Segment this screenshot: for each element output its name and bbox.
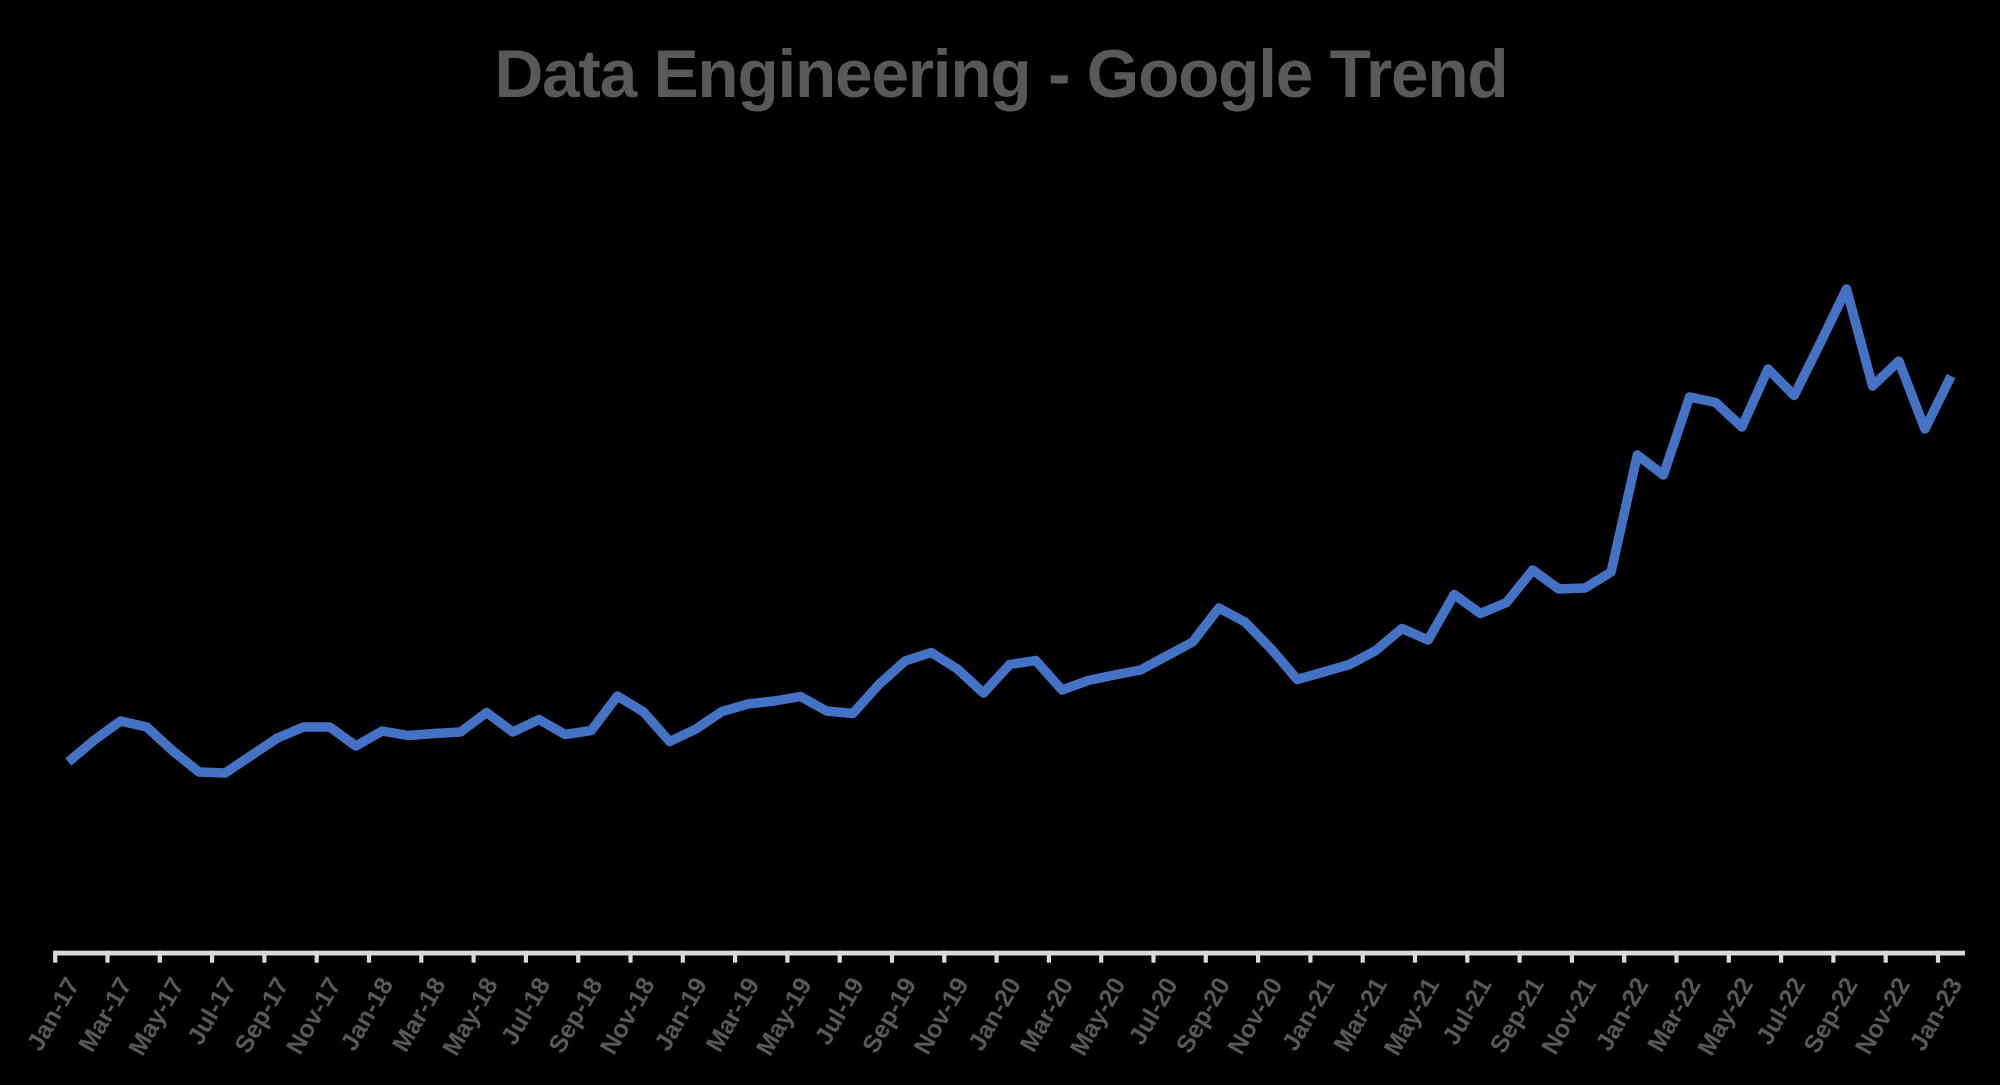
svg-text:Jan-23: Jan-23 [1904, 973, 1968, 1056]
svg-text:Data Engineering - Google Tren: Data Engineering - Google Trend [495, 37, 1508, 112]
